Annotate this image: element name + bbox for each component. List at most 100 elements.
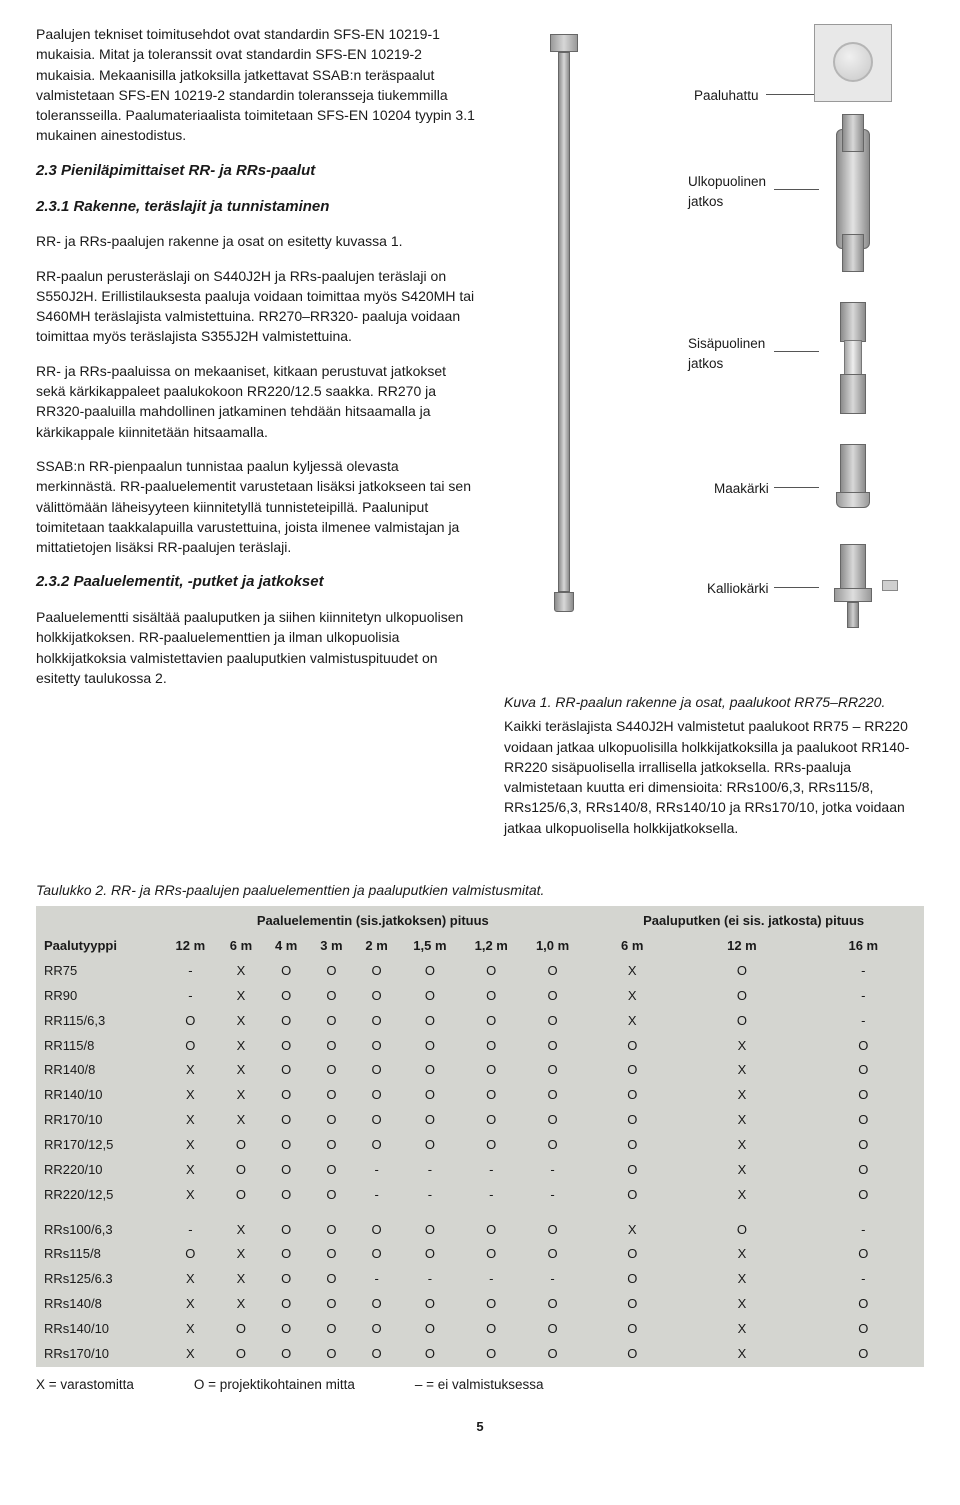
table-2-title: Taulukko 2. RR- ja RRs-paalujen paaluele… (36, 880, 924, 900)
table-cell: O (803, 1317, 924, 1342)
table-cell: O (264, 1108, 309, 1133)
table-cell: RRs100/6,3 (36, 1218, 162, 1243)
table-cell: O (218, 1133, 263, 1158)
table-cell: O (264, 1133, 309, 1158)
table-cell: X (162, 1083, 218, 1108)
table-cell: O (803, 1342, 924, 1367)
table-cell: O (162, 1009, 218, 1034)
table-cell: RRs140/8 (36, 1292, 162, 1317)
table-cell: O (583, 1183, 681, 1208)
table-cell: RR115/8 (36, 1034, 162, 1059)
table-row: RR115/6,3OXOOOOOOXO- (36, 1009, 924, 1034)
table-cell: - (461, 1267, 522, 1292)
table-cell: O (522, 1342, 583, 1367)
table-cell: O (583, 1342, 681, 1367)
table-cell: O (803, 1083, 924, 1108)
table-cell: O (354, 1058, 399, 1083)
figure-1: Paaluhattu Ulkopuolinen jatkos Sisäpuoli… (504, 24, 924, 684)
figure-1-caption: Kuva 1. RR-paalun rakenne ja osat, paalu… (504, 692, 924, 712)
table-cell: O (264, 1218, 309, 1243)
s231-p3: RR- ja RRs-paaluissa on mekaaniset, kitk… (36, 361, 476, 442)
table-cell: - (522, 1183, 583, 1208)
table-cell: O (162, 1242, 218, 1267)
table-cell: O (354, 959, 399, 984)
table-cell: X (162, 1058, 218, 1083)
table-cell: O (309, 1267, 354, 1292)
table-row: RRs170/10XOOOOOOOOXO (36, 1342, 924, 1367)
table-cell: X (218, 959, 263, 984)
group-head-2: Paaluputken (ei sis. jatkosta) pituus (583, 906, 924, 934)
table-cell: X (162, 1133, 218, 1158)
table-cell: O (681, 1218, 802, 1243)
table-cell: X (583, 984, 681, 1009)
table-cell: X (218, 1009, 263, 1034)
table-cell: O (218, 1317, 263, 1342)
table-cell: O (218, 1342, 263, 1367)
table-cell: O (309, 1133, 354, 1158)
s231-p4: SSAB:n RR-pienpaalun tunnistaa paalun ky… (36, 456, 476, 557)
table-cell: O (522, 1009, 583, 1034)
label-paaluhattu: Paaluhattu (694, 86, 759, 106)
table-cell: O (803, 1183, 924, 1208)
table-cell: RR140/8 (36, 1058, 162, 1083)
table-cell: O (803, 1158, 924, 1183)
table-cell: O (461, 1034, 522, 1059)
table-cell: O (461, 1009, 522, 1034)
table-cell: O (461, 1317, 522, 1342)
table-cell: O (583, 1108, 681, 1133)
table-cell: O (399, 1242, 460, 1267)
table-row: RRs140/8XXOOOOOOOXO (36, 1292, 924, 1317)
s232-p1: Paaluelementti sisältää paaluputken ja s… (36, 607, 476, 688)
table-cell: O (681, 1009, 802, 1034)
table-cell: X (162, 1108, 218, 1133)
table-cell: - (522, 1158, 583, 1183)
table-cell: X (681, 1058, 802, 1083)
table-cell: O (354, 1218, 399, 1243)
table-cell: - (399, 1158, 460, 1183)
table-cell: O (583, 1242, 681, 1267)
table-cell: O (461, 1108, 522, 1133)
table-cell: O (309, 1342, 354, 1367)
table-cell: O (309, 1058, 354, 1083)
table-cell: O (803, 1242, 924, 1267)
table-cell: O (583, 1133, 681, 1158)
heading-2-3: 2.3 Pieniläpimittaiset RR- ja RRs-paalut (36, 160, 476, 182)
table-cell: X (583, 1009, 681, 1034)
table-cell: O (264, 1083, 309, 1108)
table-cell: - (522, 1267, 583, 1292)
table-cell: RR90 (36, 984, 162, 1009)
table-row: RRs100/6,3-XOOOOOOXO- (36, 1218, 924, 1243)
table-cell: O (354, 1133, 399, 1158)
table-cell: X (681, 1342, 802, 1367)
table-cell: O (522, 1083, 583, 1108)
table-cell: O (354, 984, 399, 1009)
table-row: RR170/10XXOOOOOOOXO (36, 1108, 924, 1133)
table-cell: X (218, 1242, 263, 1267)
table-cell: O (522, 1242, 583, 1267)
table-cell: X (583, 1218, 681, 1243)
table-cell: O (522, 1034, 583, 1059)
table-cell: X (218, 1108, 263, 1133)
table-cell: O (309, 1083, 354, 1108)
table-cell: X (218, 1267, 263, 1292)
table-cell: O (399, 1083, 460, 1108)
table-cell: X (681, 1133, 802, 1158)
table-cell: O (309, 1317, 354, 1342)
table-cell: O (522, 1108, 583, 1133)
table-cell: O (264, 984, 309, 1009)
table-cell: O (264, 1183, 309, 1208)
table-cell: O (264, 959, 309, 984)
table-row: RR115/8OXOOOOOOOXO (36, 1034, 924, 1059)
table-cell: O (354, 1317, 399, 1342)
legend-dash: – = ei valmistuksessa (415, 1375, 544, 1395)
table-cell: O (399, 1342, 460, 1367)
table-cell: O (522, 1218, 583, 1243)
table-cell: O (264, 1058, 309, 1083)
table-cell: O (354, 1083, 399, 1108)
table-cell: O (583, 1317, 681, 1342)
table-cell: - (803, 984, 924, 1009)
table-cell: O (264, 1267, 309, 1292)
table-cell: O (309, 1108, 354, 1133)
table-row: RRs125/6.3XXOO----OX- (36, 1267, 924, 1292)
table-cell: O (583, 1083, 681, 1108)
